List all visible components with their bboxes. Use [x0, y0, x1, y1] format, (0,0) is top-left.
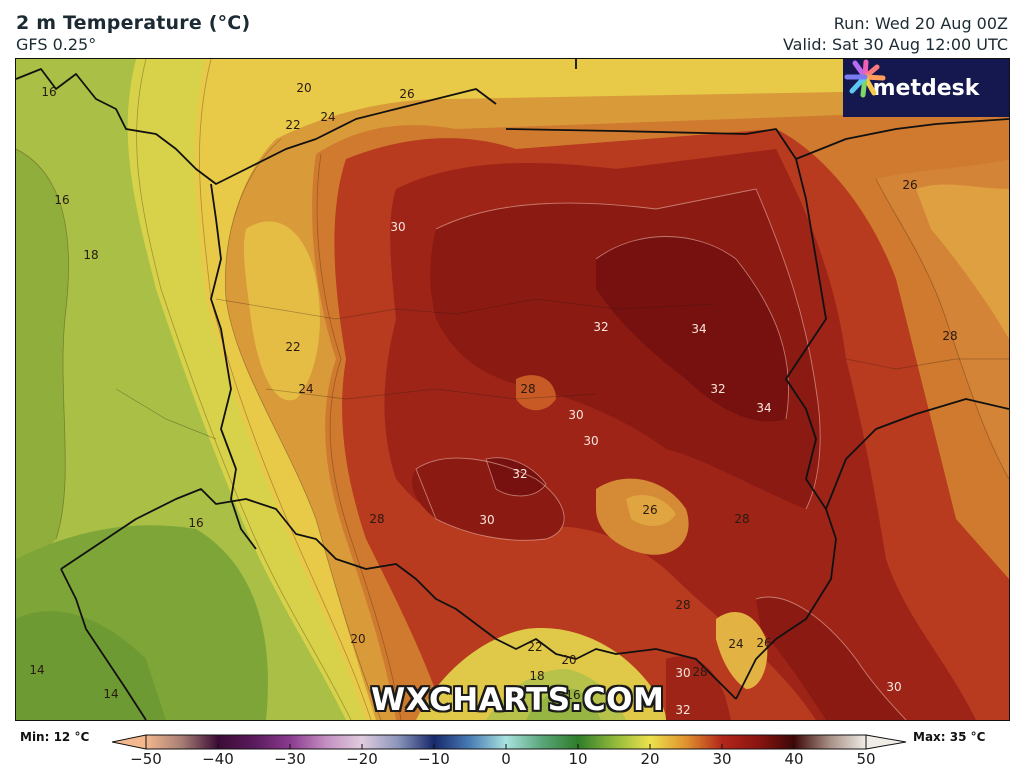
contour-label: 18	[529, 669, 545, 683]
contour-label: 28	[942, 329, 958, 343]
contour-label: 26	[399, 87, 415, 101]
contour-label: 26	[756, 636, 772, 650]
contour-label: 24	[298, 382, 314, 396]
contour-label: 34	[691, 322, 707, 336]
contour-label: 28	[520, 382, 536, 396]
colorbar	[112, 734, 907, 750]
contour-label: 20	[350, 632, 366, 646]
contour-label: 28	[675, 598, 691, 612]
contour-label: 30	[568, 408, 584, 422]
contour-label: 32	[710, 382, 726, 396]
contour-label: 28	[692, 665, 708, 679]
contour-label: 32	[593, 320, 609, 334]
contour-label: 16	[565, 688, 581, 702]
valid-time: Valid: Sat 30 Aug 12:00 UTC	[782, 35, 1008, 54]
contour-label: 16	[188, 516, 204, 530]
contour-label: 20	[561, 653, 577, 667]
contour-label: 16	[41, 85, 57, 99]
contour-label: 32	[675, 703, 691, 717]
contour-label: 14	[103, 687, 119, 701]
colorbar-tick-label: 40	[784, 750, 804, 768]
contour-label: 28	[734, 512, 750, 526]
chart-title: 2 m Temperature (°C)	[16, 12, 251, 34]
colorbar-tick-label: 50	[856, 750, 876, 768]
colorbar-tick-label: −30	[274, 750, 306, 768]
colorbar-tick-label: −20	[346, 750, 378, 768]
contour-label: 26	[642, 503, 658, 517]
colorbar-tick-label: −50	[130, 750, 162, 768]
colorbar-tick-label: 0	[501, 750, 511, 768]
contour-label: 32	[512, 467, 528, 481]
metdesk-logo-text: metdesk	[872, 75, 980, 101]
colorbar-tick-label: 30	[712, 750, 732, 768]
contour-label: 34	[756, 401, 772, 415]
contour-label: 30	[886, 680, 902, 694]
contour-label: 30	[479, 513, 495, 527]
contour-label: 26	[902, 178, 918, 192]
contour-label: 16	[54, 193, 70, 207]
contour-label: 30	[675, 666, 691, 680]
run-time: Run: Wed 20 Aug 00Z	[833, 14, 1008, 33]
colorbar-legend: Min: 12 °C −50 −40 −30 −20 −10 0 10 20 30 40 50 Ma…	[0, 722, 1024, 784]
contour-label: 28	[369, 512, 385, 526]
colorbar-tick-label: −40	[202, 750, 234, 768]
colorbar-tick-label: −10	[418, 750, 450, 768]
contour-label: 24	[728, 637, 744, 651]
contour-label: 22	[285, 118, 301, 132]
model-label: GFS 0.25°	[16, 35, 97, 54]
colorbar-tick-label: 10	[568, 750, 588, 768]
colorbar-tick-label: 20	[640, 750, 660, 768]
contour-label: 22	[527, 640, 543, 654]
contour-label: 22	[285, 340, 301, 354]
temperature-field	[16, 59, 1009, 720]
wxcharts-watermark: WXCHARTS.COM	[371, 682, 665, 718]
contour-label: 30	[390, 220, 406, 234]
min-temperature-label: Min: 12 °C	[20, 730, 90, 744]
contour-label: 20	[296, 81, 312, 95]
contour-label: 24	[320, 110, 336, 124]
max-temperature-label: Max: 35 °C	[913, 730, 986, 744]
temperature-map[interactable]: 16 20 26 22 24 16 18 30 26 22 24 32 34 28 28 32 30 34 30 32…	[15, 58, 1010, 721]
contour-label: 14	[29, 663, 45, 677]
contour-label: 30	[583, 434, 599, 448]
metdesk-logo[interactable]: metdesk	[843, 59, 1009, 117]
metdesk-burst-icon	[844, 59, 886, 98]
contour-label: 18	[83, 248, 99, 262]
